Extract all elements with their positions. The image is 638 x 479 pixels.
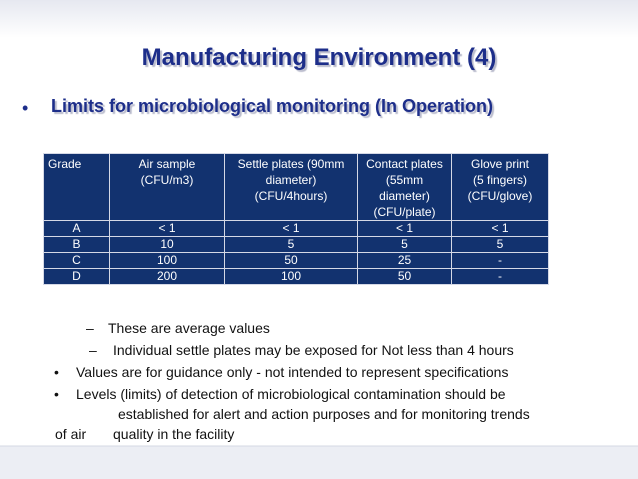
dash-icon: – (89, 342, 97, 358)
cell-contact-plates: 50 (357, 268, 452, 285)
table-row: B 10 5 5 5 (43, 236, 549, 253)
note-levels-line3b: quality in the facility (113, 426, 235, 442)
header-grade: Grade (43, 153, 110, 221)
dash-icon: – (86, 320, 94, 336)
note-levels-line3a: of air (55, 426, 87, 442)
note-levels-line2: established for alert and action purpose… (118, 406, 530, 422)
slide-subtitle: Limits for microbiological monitoring (I… (51, 96, 494, 116)
note-levels-line1: Levels (limits) of detection of microbio… (76, 386, 506, 402)
bullet-icon: • (22, 98, 29, 118)
header-glove-print: Glove print (5 fingers) (CFU/glove) (451, 153, 549, 221)
cell-air-sample: 200 (109, 268, 225, 285)
slide-title: Manufacturing Environment (4) (141, 44, 497, 71)
note-settle-plates: Individual settle plates may be exposed … (113, 342, 514, 358)
table-row: A < 1 < 1 < 1 < 1 (43, 220, 549, 237)
bullet-icon: • (54, 364, 59, 380)
cell-glove-print: - (451, 268, 549, 285)
table-row: C 100 50 25 - (43, 252, 549, 269)
note-guidance: Values are for guidance only - not inten… (76, 364, 509, 380)
cell-air-sample: < 1 (109, 220, 225, 237)
limits-table: Grade Air sample (CFU/m3) Settle plates (… (43, 153, 549, 285)
table-row: D 200 100 50 - (43, 268, 549, 285)
header-settle-plates: Settle plates (90mm diameter) (CFU/4hours) (224, 153, 358, 221)
bullet-icon: • (54, 386, 59, 402)
note-average-values: These are average values (108, 320, 270, 336)
cell-settle-plates: 100 (224, 268, 358, 285)
